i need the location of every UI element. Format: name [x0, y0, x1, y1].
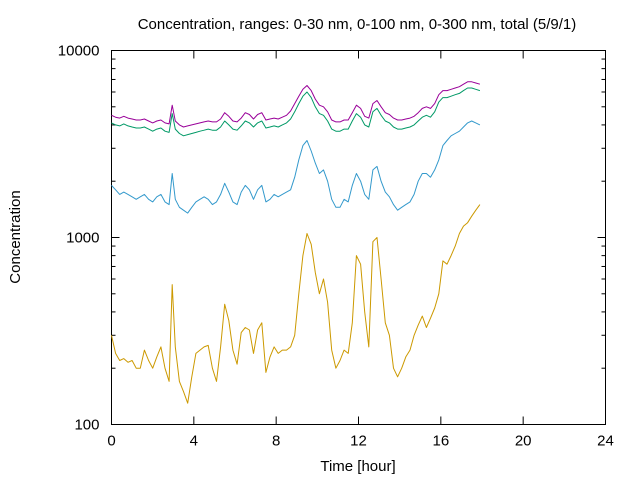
- x-tick-label: 24: [597, 433, 614, 450]
- x-tick-label: 20: [515, 433, 532, 450]
- x-tick-label: 4: [190, 433, 198, 450]
- y-tick-label: 100: [74, 417, 99, 434]
- series-line-0-30nm: [111, 204, 481, 404]
- series-line-0-100nm: [111, 120, 481, 214]
- y-tick-label: 10000: [58, 43, 100, 60]
- y-axis-label: Concentration: [7, 190, 24, 283]
- x-tick-label: 0: [107, 433, 115, 450]
- x-tick-label: 8: [272, 433, 280, 450]
- x-axis-label: Time [hour]: [320, 458, 395, 475]
- y-axis-ticks: 100 1000 10000: [58, 43, 606, 434]
- x-tick-label: 12: [350, 433, 367, 450]
- series-line-0-300nm: [111, 87, 481, 137]
- series-line-total: [111, 81, 481, 128]
- x-axis-ticks: 0 4 8 12 16 20 24: [107, 50, 614, 450]
- series-layer: [111, 81, 481, 404]
- y-tick-label: 1000: [66, 230, 99, 247]
- chart-title: Concentration, ranges: 0-30 nm, 0-100 nm…: [138, 16, 577, 33]
- x-tick-label: 16: [432, 433, 449, 450]
